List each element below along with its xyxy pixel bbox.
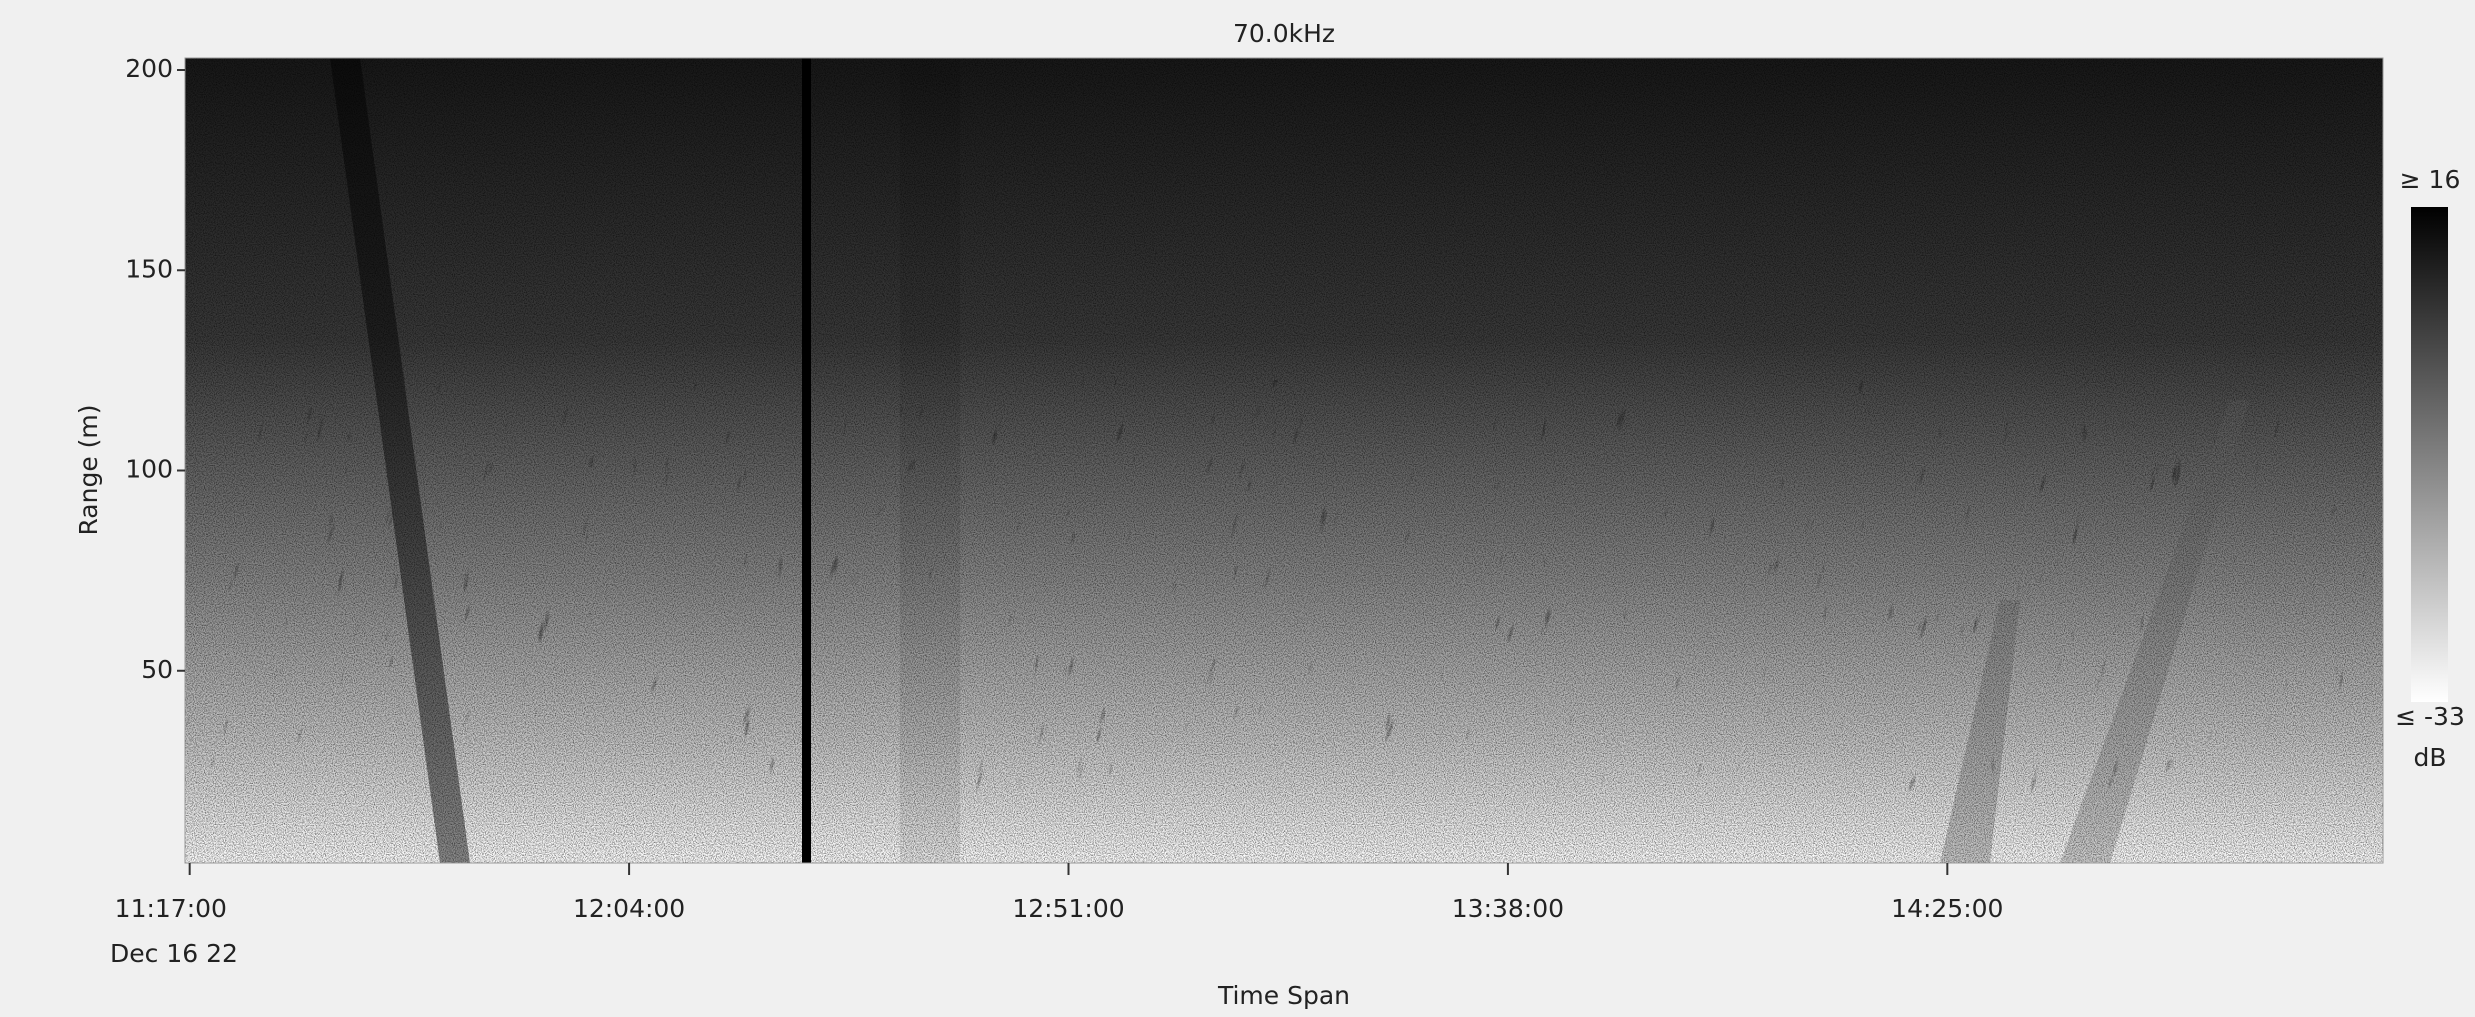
colorbar: [2411, 207, 2448, 702]
y-tick-label: 50: [141, 655, 173, 684]
x-tick-label: 12:04:00: [573, 894, 685, 923]
x-tick-label: 12:51:00: [1012, 894, 1124, 923]
x-tick-label: 11:17:00: [115, 894, 227, 923]
date-label: Dec 16 22: [110, 939, 238, 968]
x-axis-label: Time Span: [1217, 981, 1350, 1010]
y-axis-label: Range (m): [74, 404, 103, 535]
x-tick-label: 14:25:00: [1891, 894, 2003, 923]
chart-title: 70.0kHz: [1233, 19, 1335, 48]
y-tick-label: 100: [125, 455, 173, 484]
y-tick-label: 150: [125, 254, 173, 283]
colorbar-max-label: ≥ 16: [2400, 165, 2461, 194]
colorbar-unit: dB: [2413, 743, 2446, 772]
colorbar-min-label: ≤ -33: [2395, 702, 2465, 731]
x-tick-label: 13:38:00: [1452, 894, 1564, 923]
y-tick-label: 200: [125, 54, 173, 83]
echogram-image: [185, 58, 2383, 863]
